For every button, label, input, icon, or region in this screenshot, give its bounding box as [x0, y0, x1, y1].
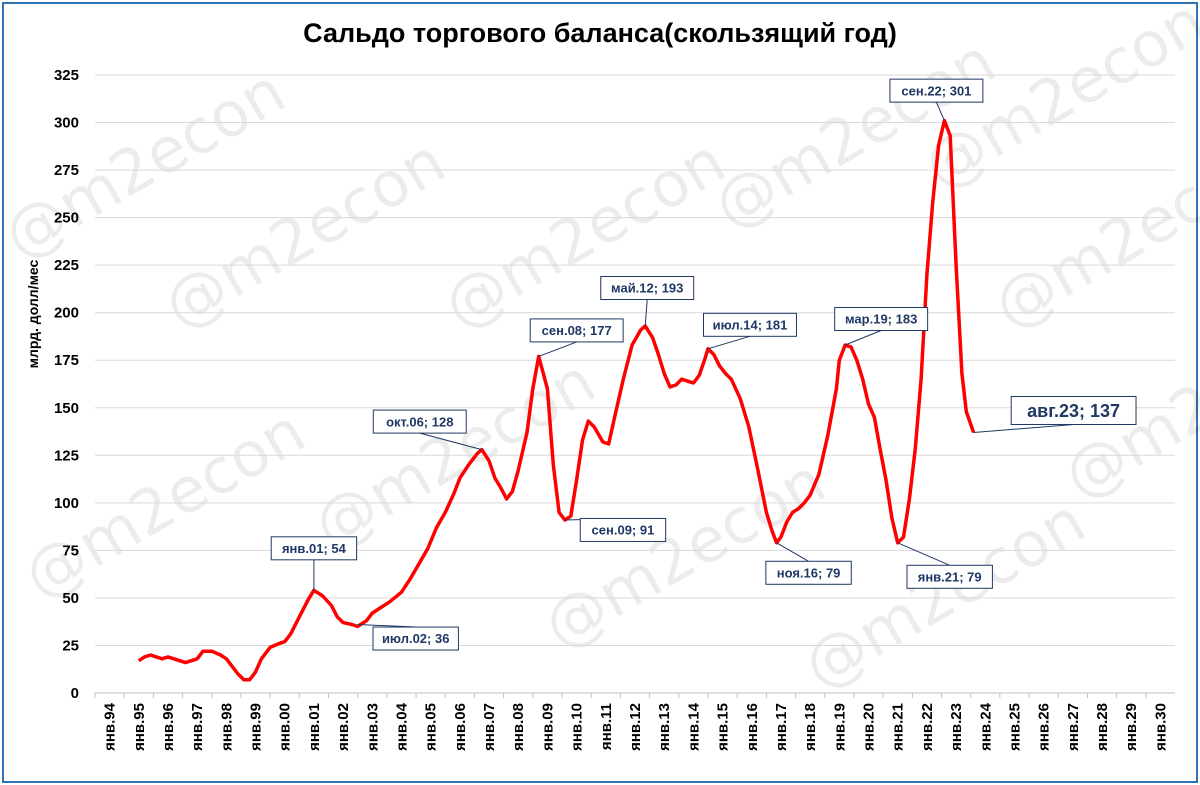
- annotation-box: [579, 517, 667, 542]
- x-tick-label: янв.11: [598, 703, 615, 750]
- y-tick-label: 25: [62, 637, 79, 654]
- x-tick-label: янв.24: [977, 702, 994, 751]
- watermark: @m2econ: [301, 344, 607, 563]
- annotation-box: [270, 536, 358, 561]
- x-tick-label: янв.15: [715, 703, 732, 751]
- annotation-label: июл.14; 181: [713, 318, 788, 333]
- watermark: @m2econ: [431, 124, 737, 343]
- x-tick-label: янв.07: [481, 703, 498, 751]
- y-tick-label: 300: [54, 115, 79, 132]
- annotation-box: [834, 307, 929, 332]
- chart-title: Сальдо торгового баланса(скользящий год): [303, 18, 897, 48]
- annotation-pointer: [538, 341, 577, 357]
- x-tick-label: янв.01: [306, 703, 323, 751]
- annotation-label: окт.06; 128: [386, 414, 453, 429]
- y-axis-label: млрд. долл/мес: [25, 259, 41, 368]
- y-tick-label: 200: [54, 305, 79, 322]
- annotation-box: [889, 78, 984, 103]
- x-tick-label: янв.96: [160, 703, 177, 751]
- annotation-label: сен.22; 301: [901, 83, 971, 98]
- annotation-pointer: [844, 330, 882, 346]
- annotation-box: [529, 318, 624, 343]
- series-line: [137, 118, 976, 682]
- x-tick-label: янв.26: [1036, 703, 1053, 751]
- annotation-label: мар.19; 183: [845, 312, 917, 327]
- x-tick-label: янв.21: [890, 703, 907, 751]
- annotation-pointer: [644, 299, 648, 327]
- y-tick-label: 325: [54, 67, 79, 84]
- y-tick-label: 175: [54, 352, 79, 369]
- annotation-pointer: [776, 542, 809, 562]
- annotation-pointer: [419, 432, 482, 451]
- annotation-pointer: [973, 423, 1074, 433]
- annotation-pointer: [935, 101, 945, 121]
- annotation-label: авг.23; 137: [1027, 401, 1120, 421]
- annotation-label: янв.01; 54: [282, 541, 347, 556]
- y-tick-label: 100: [54, 495, 79, 512]
- x-tick-label: янв.19: [831, 703, 848, 751]
- x-tick-label: янв.08: [510, 703, 527, 751]
- y-tick-label: 0: [71, 685, 79, 702]
- x-tick-label: янв.02: [335, 703, 352, 751]
- annotation-box: [372, 626, 459, 651]
- x-tick-label: янв.12: [627, 703, 644, 751]
- annotation-box: [765, 560, 852, 585]
- y-tick-label: 125: [54, 447, 79, 464]
- annotation-box: [906, 564, 993, 589]
- x-tick-label: янв.27: [1065, 703, 1082, 751]
- x-tick-label: янв.20: [861, 703, 878, 751]
- annotation-label: ноя.16; 79: [777, 565, 841, 580]
- annotation-pointer: [897, 542, 950, 566]
- y-tick-label: 150: [54, 400, 79, 417]
- annotation-box: [372, 409, 467, 434]
- annotation-pointer: [707, 335, 751, 350]
- y-tick-label: 275: [54, 162, 79, 179]
- annotation-box: [1010, 395, 1137, 425]
- x-tick-label: янв.98: [218, 703, 235, 751]
- y-tick-label: 50: [62, 590, 79, 607]
- x-tick-label: янв.94: [102, 702, 119, 751]
- x-tick-label: янв.17: [773, 703, 790, 751]
- x-tick-label: янв.10: [569, 703, 586, 751]
- annotation-label: сен.08; 177: [542, 323, 612, 338]
- annotation-box: [703, 312, 797, 337]
- x-tick-label: янв.97: [189, 703, 206, 751]
- annotation-label: май.12; 193: [611, 281, 683, 296]
- annotation-box: [600, 276, 695, 301]
- x-tick-label: янв.25: [1006, 703, 1023, 751]
- annotation-label: янв.21; 79: [918, 569, 982, 584]
- x-tick-label: янв.13: [656, 703, 673, 751]
- x-tick-label: янв.09: [539, 703, 556, 751]
- x-tick-label: янв.00: [277, 703, 294, 751]
- annotation-label: июл.02; 36: [382, 631, 450, 646]
- x-tick-label: янв.14: [685, 702, 702, 751]
- annotation-label: сен.09; 91: [592, 523, 655, 538]
- x-tick-label: янв.99: [248, 703, 265, 751]
- y-tick-label: 75: [62, 542, 79, 559]
- x-tick-label: янв.04: [393, 702, 410, 751]
- x-tick-label: янв.23: [948, 703, 965, 751]
- x-tick-label: янв.29: [1123, 703, 1140, 751]
- y-tick-label: 250: [54, 210, 79, 227]
- x-tick-label: янв.06: [452, 703, 469, 751]
- x-tick-label: янв.18: [802, 703, 819, 751]
- watermark: @m2econ: [791, 484, 1097, 703]
- x-tick-label: янв.05: [423, 703, 440, 751]
- x-tick-label: янв.22: [919, 703, 936, 751]
- y-tick-label: 225: [54, 257, 79, 274]
- x-tick-label: янв.28: [1094, 703, 1111, 751]
- x-tick-label: янв.16: [744, 703, 761, 751]
- x-tick-label: янв.03: [364, 703, 381, 751]
- x-tick-label: янв.95: [131, 703, 148, 751]
- x-tick-label: янв.30: [1152, 703, 1169, 751]
